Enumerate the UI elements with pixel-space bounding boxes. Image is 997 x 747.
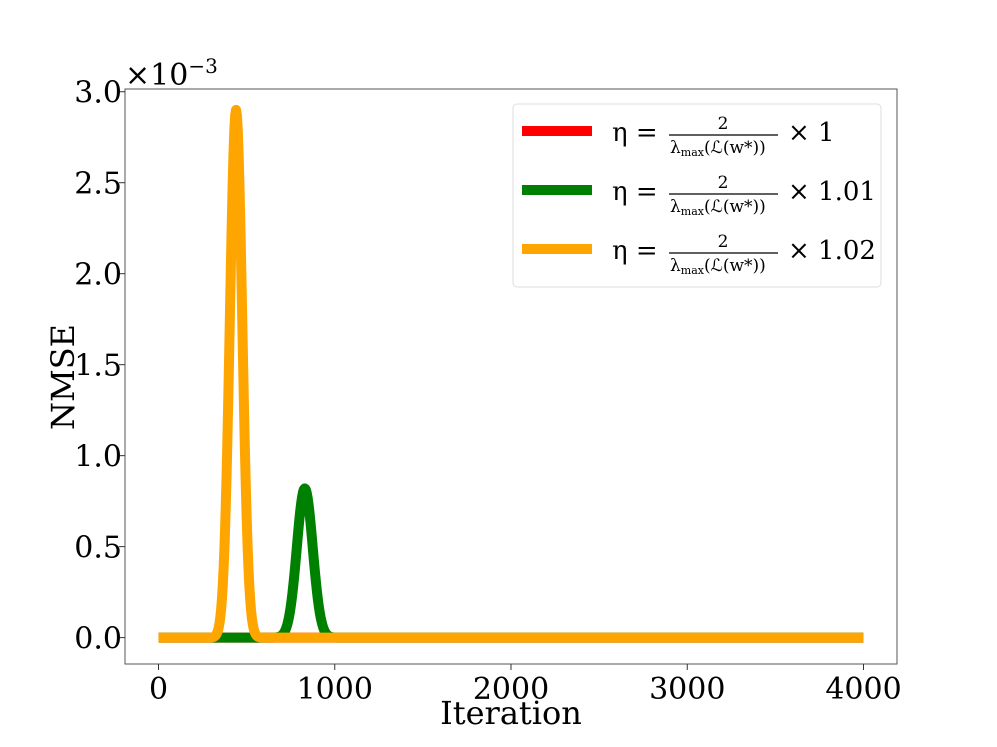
x-axis: 0 1000 2000 3000 4000 [149, 664, 902, 707]
legend-entry: η = 2 λmax(ℒ(w*)) × 1.02 [522, 232, 876, 277]
legend-fraction-numerator: 2 [718, 114, 729, 134]
series-layer [154, 104, 868, 643]
legend-eta-label: η = [612, 177, 658, 207]
legend-fraction-denominator: λmax(ℒ(w*)) [670, 197, 766, 218]
y-tick-label: 3.0 [74, 76, 122, 111]
x-axis-label: Iteration [440, 694, 582, 732]
y-tick-label: 2.5 [74, 167, 122, 202]
y-tick-label: 0.5 [74, 531, 122, 566]
legend-multiplier-label: × 1.01 [788, 177, 876, 207]
y-offset-label: ×10−3 [125, 54, 218, 93]
y-tick-label: 0.0 [74, 622, 122, 657]
legend-eta-label: η = [612, 236, 658, 266]
x-tick-label: 1000 [297, 672, 373, 707]
legend-fraction-numerator: 2 [718, 232, 729, 252]
legend-multiplier-label: × 1 [788, 118, 835, 148]
legend-multiplier-label: × 1.02 [788, 236, 876, 266]
x-tick-label: 0 [149, 672, 168, 707]
y-tick-label: 1.5 [74, 349, 122, 384]
x-tick-label: 3000 [649, 672, 725, 707]
legend-eta-label: η = [612, 118, 658, 148]
legend-entry: η = 2 λmax(ℒ(w*)) × 1.01 [522, 173, 876, 218]
x-tick-label: 4000 [825, 672, 901, 707]
y-tick-label: 2.0 [74, 258, 122, 293]
legend-fraction-denominator: λmax(ℒ(w*)) [670, 138, 766, 159]
y-axis-label: NMSE [44, 324, 82, 430]
x-tick-label: 2000 [473, 672, 549, 707]
y-axis: 0.0 0.5 1.0 1.5 2.0 2.5 3.0 [74, 76, 125, 657]
series-line-3 [154, 104, 868, 643]
legend-fraction-numerator: 2 [718, 173, 729, 193]
legend-entry: η = 2 λmax(ℒ(w*)) × 1 [522, 114, 835, 159]
y-tick-label: 1.0 [74, 440, 122, 475]
legend-frame [512, 103, 882, 288]
legend-fraction-denominator: λmax(ℒ(w*)) [670, 256, 766, 277]
